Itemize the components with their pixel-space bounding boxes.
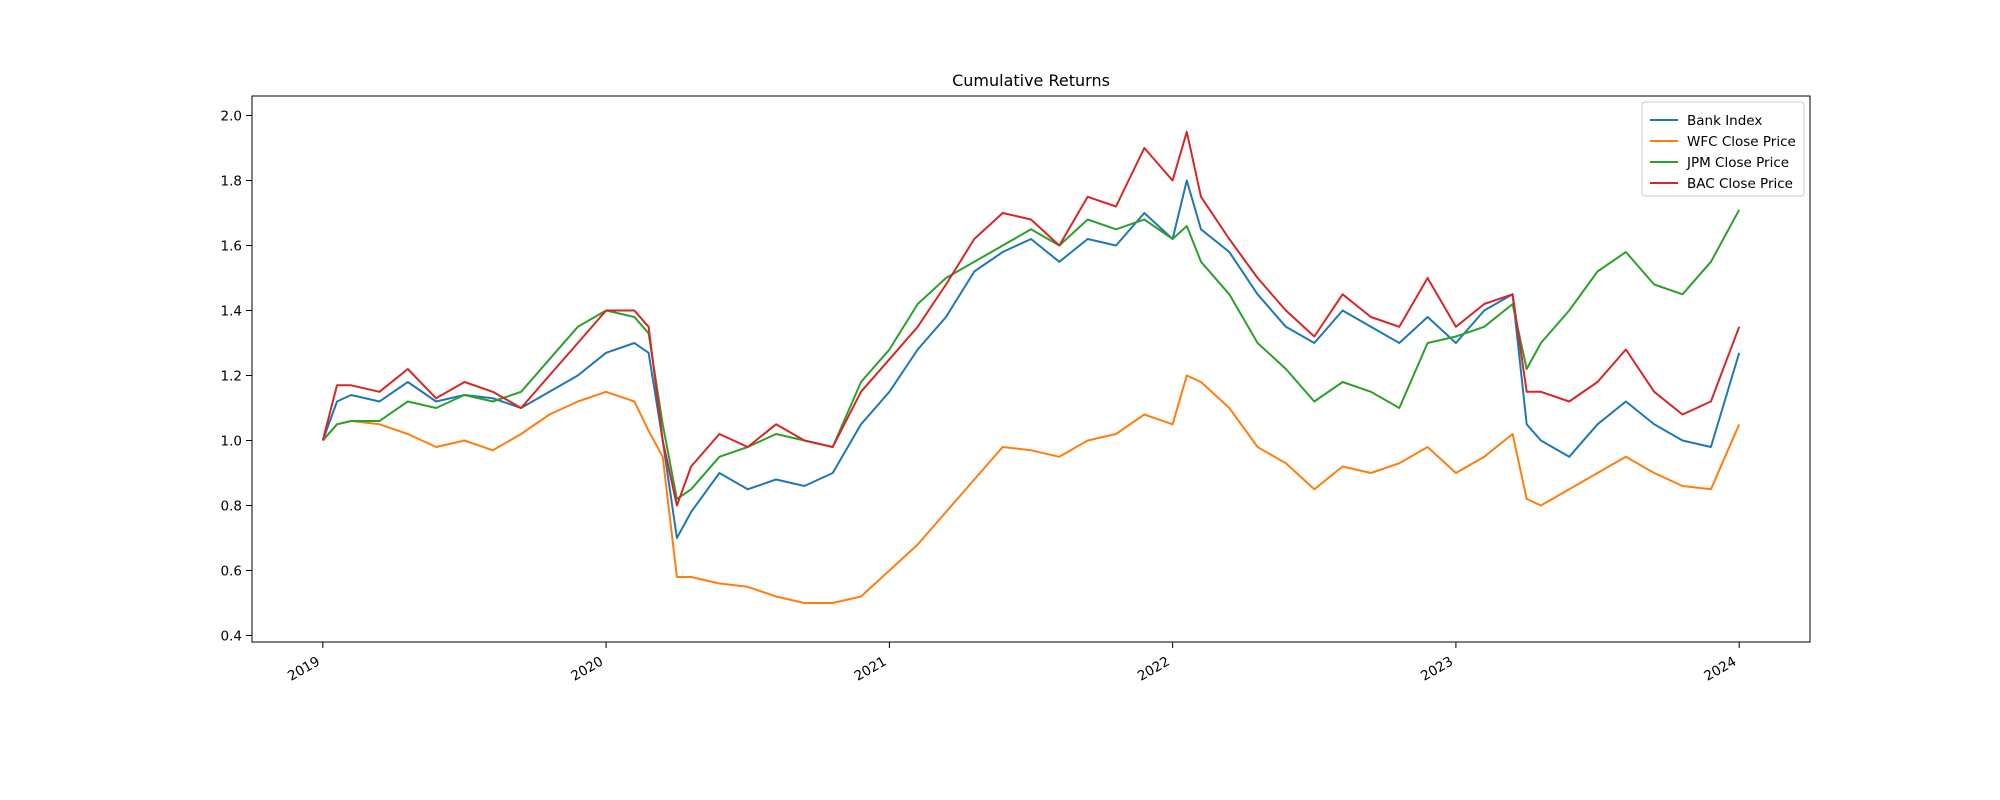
y-tick-label: 1.4 [221, 304, 242, 320]
x-tick-label: 2023 [1418, 654, 1456, 685]
y-tick-label: 0.6 [221, 564, 242, 580]
x-tick-label: 2021 [852, 654, 890, 685]
x-tick-label: 2019 [285, 654, 323, 685]
series-line-bank-index [321, 179, 1741, 539]
y-tick-label: 0.8 [221, 499, 242, 515]
y-tick-label: 1.2 [221, 369, 242, 385]
legend: Bank Index WFC Close Price JPM Close Price… [1641, 101, 1805, 197]
x-axis: 2019 2020 2021 2022 2023 2024 [285, 642, 1740, 685]
x-tick-label: 2020 [568, 654, 606, 685]
y-tick-label: 0.4 [221, 629, 242, 645]
y-tick-label: 1.0 [221, 434, 242, 450]
y-tick-label: 1.6 [221, 239, 242, 255]
series-line-jpm-close-price [322, 209, 1741, 500]
y-tick-label: 2.0 [221, 109, 242, 125]
series-line-wfc-close-price [322, 374, 1741, 604]
y-axis: 0.4 0.6 0.8 1.0 1.2 1.4 1.6 1.8 2.0 [221, 109, 252, 645]
chart-title: Cumulative Returns [952, 71, 1110, 90]
plot-frame [251, 95, 1811, 643]
x-tick-label: 2024 [1701, 654, 1739, 685]
legend-label: BAC Close Price [1687, 176, 1793, 192]
legend-label: WFC Close Price [1687, 134, 1796, 150]
y-tick-label: 1.8 [221, 174, 242, 190]
series-layer [321, 130, 1741, 604]
series-line-bac-close-price [321, 130, 1741, 507]
legend-label: JPM Close Price [1686, 155, 1789, 171]
x-tick-label: 2022 [1135, 654, 1173, 685]
legend-label: Bank Index [1687, 113, 1762, 129]
legend-box [1641, 101, 1805, 197]
